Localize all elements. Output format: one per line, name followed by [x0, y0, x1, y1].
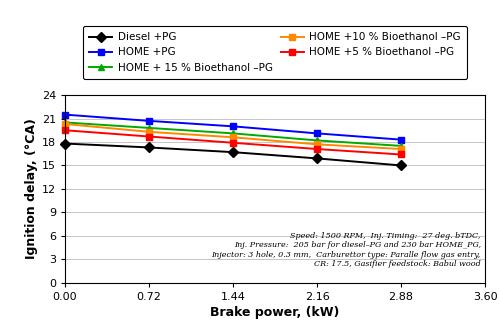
- Diesel +PG: [230, 150, 236, 154]
- HOME +10 % Bioethanol –PG: [314, 142, 320, 146]
- Y-axis label: Ignition delay, (°CA): Ignition delay, (°CA): [24, 119, 38, 259]
- HOME +10 % Bioethanol –PG: [146, 130, 152, 134]
- Line: HOME +PG: HOME +PG: [62, 111, 404, 143]
- HOME + 15 % Bioethanol –PG: [314, 138, 320, 142]
- Diesel +PG: [146, 146, 152, 150]
- HOME +5 % Bioethanol –PG: [314, 147, 320, 151]
- HOME +10 % Bioethanol –PG: [230, 135, 236, 139]
- HOME + 15 % Bioethanol –PG: [62, 121, 68, 124]
- Diesel +PG: [62, 142, 68, 146]
- HOME +PG: [314, 131, 320, 135]
- HOME + 15 % Bioethanol –PG: [398, 144, 404, 148]
- Diesel +PG: [398, 163, 404, 167]
- Diesel +PG: [314, 156, 320, 160]
- HOME +PG: [230, 124, 236, 128]
- Text: Speed: 1500 RPM,  Inj. Timing:  27 deg. bTDC,
Inj. Pressure:  205 bar for diesel: Speed: 1500 RPM, Inj. Timing: 27 deg. bT…: [212, 232, 481, 268]
- HOME +PG: [62, 113, 68, 117]
- X-axis label: Brake power, (kW): Brake power, (kW): [210, 306, 340, 319]
- Legend: Diesel +PG, HOME +PG, HOME + 15 % Bioethanol –PG, HOME +10 % Bioethanol –PG, HOM: Diesel +PG, HOME +PG, HOME + 15 % Bioeth…: [83, 26, 467, 79]
- HOME +PG: [146, 119, 152, 123]
- Line: HOME +5 % Bioethanol –PG: HOME +5 % Bioethanol –PG: [62, 127, 404, 158]
- HOME +5 % Bioethanol –PG: [230, 141, 236, 145]
- HOME +5 % Bioethanol –PG: [398, 152, 404, 156]
- HOME +5 % Bioethanol –PG: [62, 128, 68, 132]
- HOME +PG: [398, 138, 404, 142]
- Line: Diesel +PG: Diesel +PG: [62, 140, 404, 169]
- HOME +10 % Bioethanol –PG: [62, 122, 68, 126]
- HOME + 15 % Bioethanol –PG: [146, 126, 152, 130]
- HOME + 15 % Bioethanol –PG: [230, 131, 236, 135]
- HOME +10 % Bioethanol –PG: [398, 147, 404, 151]
- Line: HOME + 15 % Bioethanol –PG: HOME + 15 % Bioethanol –PG: [62, 119, 404, 150]
- Line: HOME +10 % Bioethanol –PG: HOME +10 % Bioethanol –PG: [62, 121, 404, 152]
- HOME +5 % Bioethanol –PG: [146, 135, 152, 138]
